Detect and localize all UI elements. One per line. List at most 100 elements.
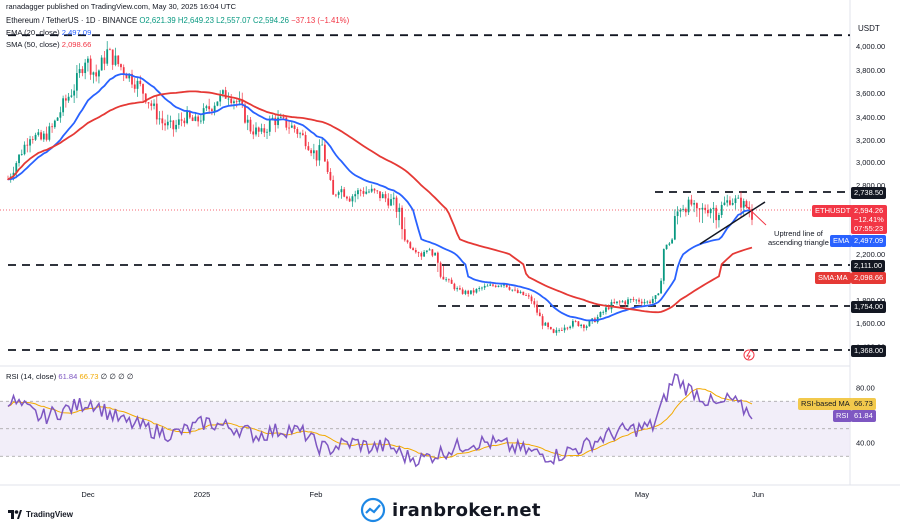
candle-body xyxy=(522,291,525,296)
candle-body xyxy=(144,93,147,103)
candle-body xyxy=(607,307,610,310)
candle-body xyxy=(508,287,511,290)
price-tick: 2,200.00 xyxy=(856,250,885,259)
candle-body xyxy=(695,203,698,209)
candle-body xyxy=(197,116,200,122)
ohlc-change: −37.13 (−1.41%) xyxy=(291,16,350,25)
sma-line xyxy=(7,90,753,314)
candle-body xyxy=(323,144,326,162)
candle-body xyxy=(395,197,398,212)
candle-body xyxy=(563,327,566,331)
candle-body xyxy=(23,144,26,155)
bar-countdown: 07:55:23 xyxy=(854,224,884,233)
candle-body xyxy=(646,301,649,303)
candle-body xyxy=(100,57,103,71)
candle-body xyxy=(365,191,368,194)
candle-body xyxy=(318,145,321,161)
candle-body xyxy=(748,206,751,210)
candle-body xyxy=(84,62,87,74)
candle-body xyxy=(98,70,100,77)
candle-body xyxy=(268,119,271,132)
candle-body xyxy=(29,139,31,146)
candle-body xyxy=(514,289,516,291)
candle-body xyxy=(125,74,128,79)
tradingview-logo[interactable]: TradingView xyxy=(8,510,73,519)
candle-body xyxy=(18,154,20,164)
ohlc-high: H2,649.23 xyxy=(177,16,214,25)
candle-body xyxy=(147,102,150,104)
uptrend-line xyxy=(699,201,766,245)
rsi-legend-extra: ∅ ∅ ∅ ∅ xyxy=(100,372,134,381)
candle-body xyxy=(180,119,183,121)
ohlc-open: O2,621.39 xyxy=(139,16,176,25)
symbol-name[interactable]: Ethereum / TetherUS · 1D · BINANCE xyxy=(6,16,138,25)
candle-body xyxy=(34,134,37,140)
candle-body xyxy=(340,189,343,193)
candle-body xyxy=(442,276,445,280)
candle-body xyxy=(387,198,390,206)
candle-body xyxy=(376,190,379,192)
rsi-line xyxy=(7,373,753,468)
candle-body xyxy=(613,302,616,304)
candle-body xyxy=(588,320,591,327)
candle-body xyxy=(310,150,313,154)
ema-legend[interactable]: EMA (20, close) 2,497.09 xyxy=(6,28,91,37)
candle-body xyxy=(15,163,18,173)
rsi-legend[interactable]: RSI (14, close) 61.84 66.73 ∅ ∅ ∅ ∅ xyxy=(6,372,133,381)
candle-body xyxy=(106,49,109,64)
last-price-tag: 2,594.26 −12.41% 07:55:23 xyxy=(851,205,887,234)
candle-body xyxy=(436,252,439,263)
candle-body xyxy=(78,69,81,74)
candle-body xyxy=(351,196,354,202)
sma-legend[interactable]: SMA (50, close) 2,098.66 xyxy=(6,40,91,49)
candle-body xyxy=(357,190,359,195)
candle-body xyxy=(362,191,365,194)
candle-body xyxy=(682,208,685,210)
candle-body xyxy=(183,120,186,124)
candle-body xyxy=(288,127,290,129)
candle-body xyxy=(406,240,409,243)
candle-body xyxy=(274,117,277,126)
time-tick: Jun xyxy=(752,490,764,499)
rsi-legend-value: 61.84 xyxy=(58,372,78,381)
ema-legend-label: EMA (20, close) xyxy=(6,28,60,37)
rsi-ma-tag: RSI-based MA xyxy=(798,398,853,410)
candle-body xyxy=(519,291,522,293)
candle-body xyxy=(343,189,346,197)
candle-body xyxy=(53,120,56,128)
candle-body xyxy=(169,120,172,122)
candle-body xyxy=(293,125,296,129)
candle-body xyxy=(624,301,627,305)
candle-body xyxy=(64,98,67,101)
candle-body xyxy=(585,326,588,328)
candle-body xyxy=(453,283,456,290)
candle-body xyxy=(599,311,602,317)
candle-body xyxy=(665,244,668,250)
rsi-value-tag: 61.84 xyxy=(851,410,876,422)
candle-body xyxy=(392,197,395,200)
candle-body xyxy=(133,84,136,89)
candle-body xyxy=(379,191,381,199)
candle-body xyxy=(420,253,423,257)
ema-value-tag: 2,497.09 xyxy=(851,235,887,247)
candle-body xyxy=(260,128,263,132)
candle-body xyxy=(552,329,555,333)
price-tick: 4,000.00 xyxy=(856,42,885,51)
candle-body xyxy=(216,101,219,106)
candle-body xyxy=(285,117,288,128)
last-pct: −12.41% xyxy=(854,215,884,224)
candle-body xyxy=(359,190,362,192)
symbol-title: Ethereum / TetherUS · 1D · BINANCE O2,62… xyxy=(6,16,349,25)
candle-body xyxy=(95,72,98,77)
annotation-pointer xyxy=(744,204,767,226)
candle-body xyxy=(48,126,51,140)
candle-body xyxy=(321,144,324,146)
candle-body xyxy=(89,58,92,75)
candle-body xyxy=(224,90,227,99)
candle-body xyxy=(103,57,106,64)
candle-body xyxy=(92,72,95,75)
candle-body xyxy=(640,301,643,304)
candle-body xyxy=(304,135,307,147)
candle-body xyxy=(177,119,180,125)
